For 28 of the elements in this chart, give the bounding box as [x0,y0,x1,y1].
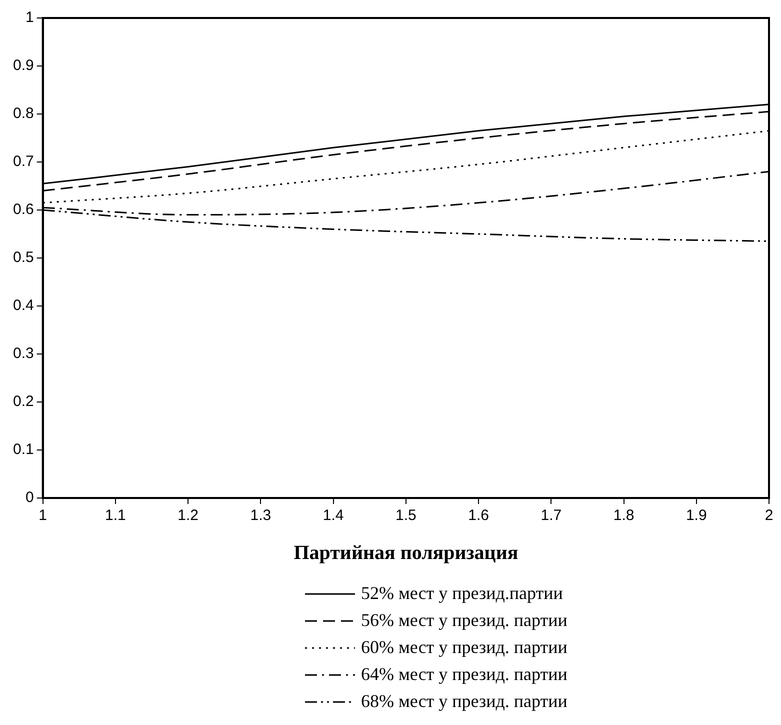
y-tick-label: 0.2 [12,393,34,410]
legend-label: 56% мест у презид. партии [361,610,568,631]
y-tick-label: 0.7 [12,153,34,170]
x-axis-title: Партийная поляризация [294,542,518,564]
y-tick-label: 0.1 [12,441,34,458]
x-tick-label: 1.1 [105,507,126,524]
x-tick-label: 1 [38,507,48,524]
x-tick-label: 1.7 [540,507,562,524]
x-tick-label: 1.5 [395,507,416,524]
y-tick-label: 0.6 [12,201,34,218]
x-tick-label: 1.8 [613,507,634,524]
x-tick-label: 1.2 [178,507,199,524]
legend-label: 60% мест у презид. партии [361,637,568,658]
legend-label: 52% мест у презид.партии [361,583,563,604]
x-tick-label: 1.3 [250,507,272,524]
y-tick-label: 0.9 [12,57,34,74]
y-tick-label: 0.8 [12,105,34,122]
x-tick-label: 1.4 [322,507,344,524]
y-tick-label: 0.3 [12,345,34,362]
legend-label: 68% мест у презид. партии [361,691,568,712]
x-tick-label: 1.6 [468,507,489,524]
y-tick-label: 0.4 [12,297,34,314]
x-tick-label: 1.9 [686,507,707,524]
x-tick-label: 2 [764,507,774,524]
legend-label: 64% мест у презид. партии [361,664,568,685]
y-tick-label: 1 [26,9,34,26]
y-tick-label: 0.5 [12,249,34,266]
y-tick-label: 0 [26,489,34,506]
